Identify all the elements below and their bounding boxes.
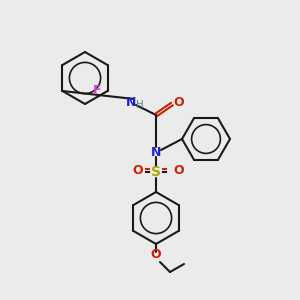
Text: H: H <box>136 100 144 110</box>
Text: O: O <box>174 164 184 176</box>
Text: F: F <box>93 83 102 97</box>
Text: N: N <box>151 146 161 158</box>
Text: S: S <box>151 165 161 179</box>
Text: O: O <box>174 95 184 109</box>
Text: O: O <box>133 164 143 176</box>
Text: N: N <box>126 97 136 110</box>
Text: O: O <box>151 248 161 260</box>
